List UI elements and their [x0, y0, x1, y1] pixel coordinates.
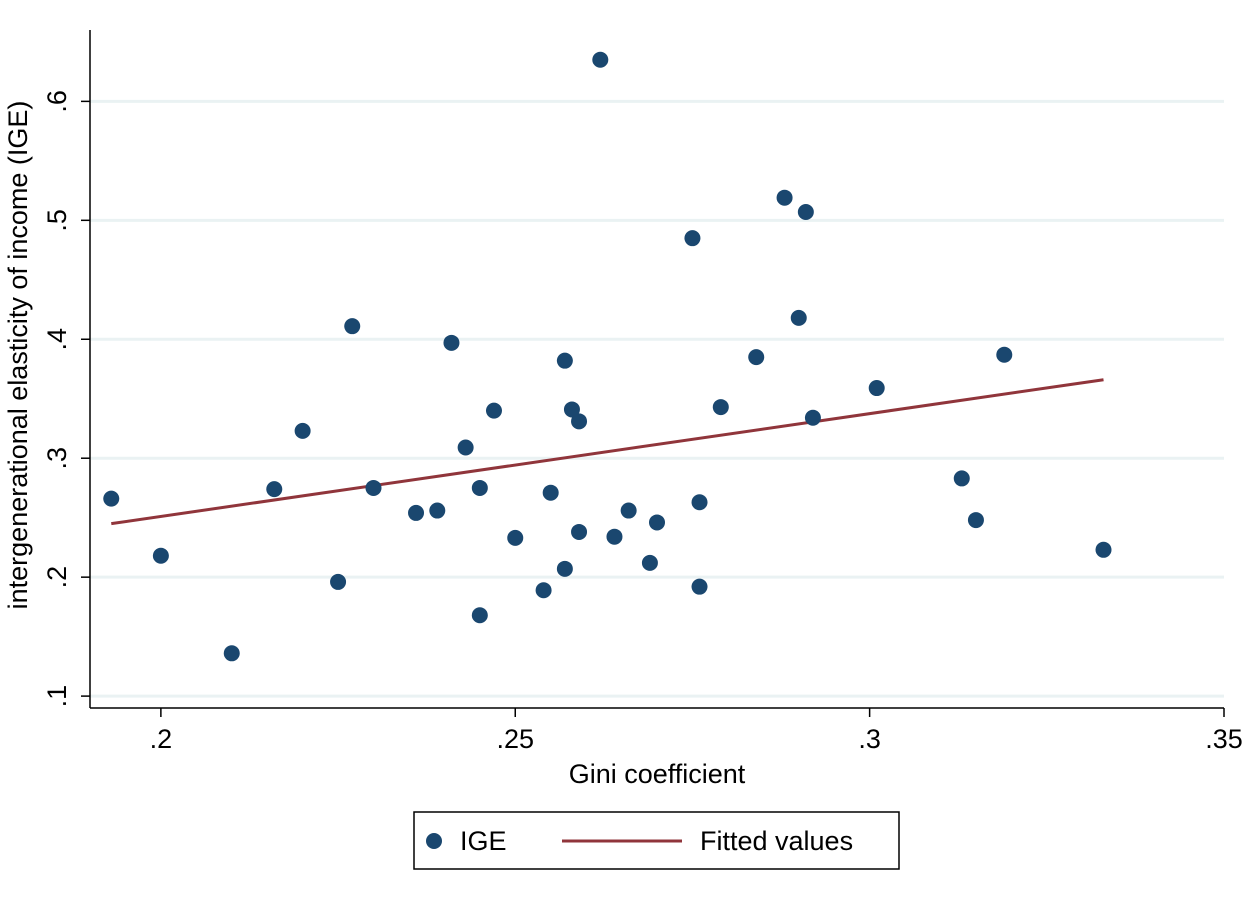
- axes: .1 .2 .3 .4 .5 .6 .2 .25 .3 .35: [42, 30, 1243, 754]
- data-point: [408, 504, 425, 521]
- data-point: [797, 203, 814, 220]
- y-tick-label: .4: [42, 328, 72, 351]
- data-point: [330, 573, 347, 590]
- data-point: [266, 481, 283, 498]
- data-point: [152, 547, 169, 564]
- fitted-line-layer: [111, 378, 1104, 526]
- data-point: [684, 230, 701, 247]
- data-point: [967, 512, 984, 529]
- data-point: [571, 523, 588, 540]
- data-point: [556, 560, 573, 577]
- data-point: [507, 529, 524, 546]
- x-axis-label: Gini coefficient: [569, 759, 746, 789]
- x-tick-label: .35: [1205, 724, 1243, 754]
- data-point: [365, 479, 382, 496]
- data-point: [620, 502, 637, 519]
- x-tick-label: .3: [858, 724, 881, 754]
- data-point: [592, 51, 609, 68]
- legend: IGE Fitted values: [413, 811, 900, 870]
- fitted-values-line: [111, 378, 1104, 526]
- data-point: [748, 349, 765, 366]
- data-point: [471, 479, 488, 496]
- data-point: [712, 399, 729, 416]
- scatter-points: [103, 51, 1112, 662]
- data-point: [471, 607, 488, 624]
- data-point: [103, 490, 120, 507]
- data-point: [996, 346, 1013, 363]
- legend-label-ige: IGE: [460, 826, 507, 856]
- data-point: [223, 645, 240, 662]
- data-point: [790, 309, 807, 326]
- x-tick-label: .25: [496, 724, 534, 754]
- data-point: [776, 189, 793, 206]
- data-point: [691, 578, 708, 595]
- data-point: [556, 352, 573, 369]
- y-tick-label: .3: [42, 447, 72, 470]
- data-point: [1095, 541, 1112, 558]
- data-point: [804, 409, 821, 426]
- data-point: [294, 422, 311, 439]
- data-point: [535, 582, 552, 599]
- legend-marker-ige: [426, 833, 442, 849]
- data-point: [953, 470, 970, 487]
- data-point: [457, 439, 474, 456]
- data-point: [649, 514, 665, 531]
- x-tick-label: .2: [150, 724, 173, 754]
- y-tick-label: .2: [42, 566, 72, 589]
- y-axis-label: intergenerational elasticity of income (…: [3, 101, 33, 610]
- data-point: [429, 502, 446, 519]
- y-tick-label: .1: [42, 685, 72, 708]
- data-point: [443, 334, 460, 351]
- data-point: [868, 380, 885, 397]
- data-point: [571, 413, 588, 430]
- data-point: [691, 494, 708, 511]
- gridlines: [90, 99, 1224, 698]
- data-point: [641, 554, 658, 571]
- data-point: [485, 402, 502, 419]
- data-point: [563, 401, 580, 418]
- data-point: [344, 318, 361, 335]
- y-tick-label: .6: [42, 90, 72, 113]
- data-point: [542, 484, 559, 501]
- data-point: [606, 528, 623, 545]
- y-tick-label: .5: [42, 209, 72, 232]
- legend-label-fitted: Fitted values: [700, 826, 853, 856]
